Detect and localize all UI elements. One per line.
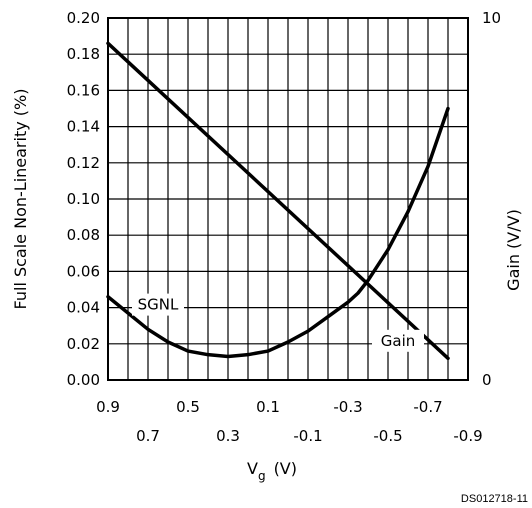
y-tick-label-0: 0.00: [67, 371, 100, 389]
document-code: DS012718-11: [461, 493, 528, 505]
y2-tick-label-0: 0: [482, 371, 492, 389]
x-axis-title-unit: (V): [274, 459, 297, 478]
y2-axis-ticks: 0 10: [482, 9, 501, 389]
series-label-gain: Gain: [381, 332, 416, 350]
x-tick-label-top-4: -0.7: [413, 398, 442, 416]
y-tick-label-3: 0.06: [67, 262, 100, 280]
x-axis-title: Vg (V): [247, 459, 297, 483]
y-tick-label-5: 0.10: [67, 190, 100, 208]
series-line-sgnl: [106, 106, 450, 359]
x-axis-ticks: 0.9 0.5 0.1 -0.3 -0.7 0.7 0.3 -0.1 -0.5 -0.9: [96, 398, 483, 445]
x-axis-title-sub: g: [258, 469, 266, 483]
y-tick-label-1: 0.02: [67, 335, 100, 353]
y-tick-label-7: 0.14: [67, 118, 100, 136]
x-axis-title-main: V: [247, 459, 258, 478]
y-tick-label-9: 0.18: [67, 45, 100, 63]
series-group: SGNL Gain: [106, 41, 450, 361]
x-tick-label-top-2: 0.1: [256, 398, 280, 416]
x-tick-label-bottom-4: -0.9: [453, 427, 482, 445]
x-tick-label-top-1: 0.5: [176, 398, 200, 416]
x-tick-label-top-0: 0.9: [96, 398, 120, 416]
y-axis-ticks: 0.00 0.02 0.04 0.06 0.08 0.10 0.12 0.14 0.16 0.18…: [67, 9, 100, 389]
plot-frame: [107, 17, 469, 381]
x-tick-label-bottom-0: 0.7: [136, 427, 160, 445]
y2-tick-label-1: 10: [482, 9, 501, 27]
x-tick-label-bottom-2: -0.1: [293, 427, 322, 445]
y-tick-label-6: 0.12: [67, 154, 100, 172]
y-tick-label-4: 0.08: [67, 226, 100, 244]
y-axis-title: Full Scale Non-Linearity (%): [11, 89, 30, 310]
y-tick-label-8: 0.16: [67, 81, 100, 99]
y-tick-label-10: 0.20: [67, 9, 100, 27]
series-label-sgnl-bg: [132, 293, 184, 316]
y2-axis-title: Gain (V/V): [504, 209, 523, 291]
y-tick-label-2: 0.04: [67, 299, 100, 317]
series-label-sgnl: SGNL: [138, 296, 179, 314]
x-tick-label-bottom-1: 0.3: [216, 427, 240, 445]
series-line-gain: [106, 41, 450, 361]
x-tick-label-bottom-3: -0.5: [373, 427, 402, 445]
series-label-gain-bg: [372, 329, 424, 352]
x-tick-label-top-3: -0.3: [333, 398, 362, 416]
